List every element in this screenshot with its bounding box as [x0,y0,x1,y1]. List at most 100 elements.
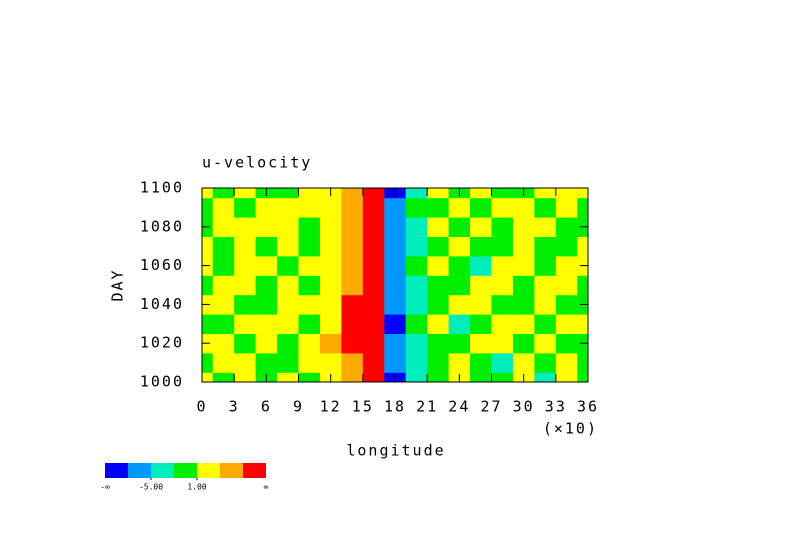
field-cell [255,217,278,237]
field-cell [534,255,557,276]
field-cell [341,255,364,276]
field-cell [534,197,557,218]
field-cell [212,255,235,276]
field-cell [212,294,235,315]
field-cell [470,352,492,373]
field-cell [448,294,471,315]
field-cell [255,294,278,315]
axes: 0 3 6 9 12 15 18 21 24 27 30 33 36100010201040106010… [100,179,597,492]
field-cell [405,197,428,218]
field-cell [362,275,385,296]
field-cell [470,197,492,218]
field-cell [298,197,321,218]
field-cell [341,352,364,373]
field-cell [448,236,471,257]
field-cell [427,352,450,373]
field-cell [362,197,385,218]
field-cell [255,333,278,354]
field-cell [202,352,214,373]
field-cell [555,255,578,276]
field-cell [384,255,407,276]
field-cell [491,217,514,237]
field-cell [470,294,492,315]
field-cell [362,314,385,334]
field-cell [405,236,428,257]
y-tick-label: 1040 [140,295,184,313]
field-cell [255,352,278,373]
y-axis-label: DAY [109,268,127,301]
colorbar-swatch [174,463,197,478]
y-tick-label: 1080 [140,217,184,235]
field-cell [234,294,257,315]
x-tick-label: 3 [229,398,240,416]
field-cell [341,314,364,334]
field-cell [427,188,450,199]
field-cell [534,314,557,334]
field-cell [512,275,535,296]
field-cell [405,188,428,199]
field-cell [448,275,471,296]
field-cell [448,217,471,237]
field-cell [512,255,535,276]
colorbar-label: -5.00 [139,483,163,492]
field-cell [512,236,535,257]
y-tick-label: 1060 [140,256,184,274]
field-cell [384,352,407,373]
field-cell [212,314,235,334]
x-tick-label: 12 [320,398,342,416]
field-cell [427,255,450,276]
x-tick-label: 33 [545,398,567,416]
field-cell [277,352,299,373]
x-tick-label: 15 [352,398,374,416]
field-cell [427,197,450,218]
field-cell [491,352,514,373]
y-tick-label: 1020 [140,334,184,352]
field-cell [470,188,492,199]
field-cell [255,197,278,218]
field-cell [534,352,557,373]
field-cell [319,294,342,315]
field-cell [512,294,535,315]
field-cell [534,217,557,237]
field-cell [277,333,299,354]
field-cell [491,372,514,383]
field-cell [384,236,407,257]
field-cell [427,372,450,383]
field-cell [555,197,578,218]
field-cell [255,255,278,276]
field-cell [512,217,535,237]
x-tick-label: 24 [448,398,470,416]
field-cell [577,314,589,334]
field-cell [234,197,257,218]
field-cell [512,314,535,334]
field-cell [405,255,428,276]
field-cell [234,314,257,334]
field-cell [448,352,471,373]
field-cell [448,197,471,218]
field-cell [202,314,214,334]
field-cell [298,372,321,383]
colorbar-swatch [151,463,174,478]
field-cell [234,372,257,383]
field-cell [202,236,214,257]
field-cell [577,275,589,296]
field-cell [577,352,589,373]
field-cell [405,294,428,315]
field-cell [555,314,578,334]
field-cell [298,352,321,373]
field-cell [470,217,492,237]
field-cell [384,294,407,315]
field-cell [491,294,514,315]
field-cell [341,372,364,383]
field-cell [277,314,299,334]
field-cell [512,197,535,218]
field-cell [555,188,578,199]
field-cell [470,255,492,276]
colorbar-swatch [243,463,266,478]
field-cell [341,236,364,257]
field-cell [491,314,514,334]
x-multiplier: (×10) [543,420,598,438]
field-cell [298,255,321,276]
field-cell [298,314,321,334]
x-axis-label: longitude [346,442,445,460]
